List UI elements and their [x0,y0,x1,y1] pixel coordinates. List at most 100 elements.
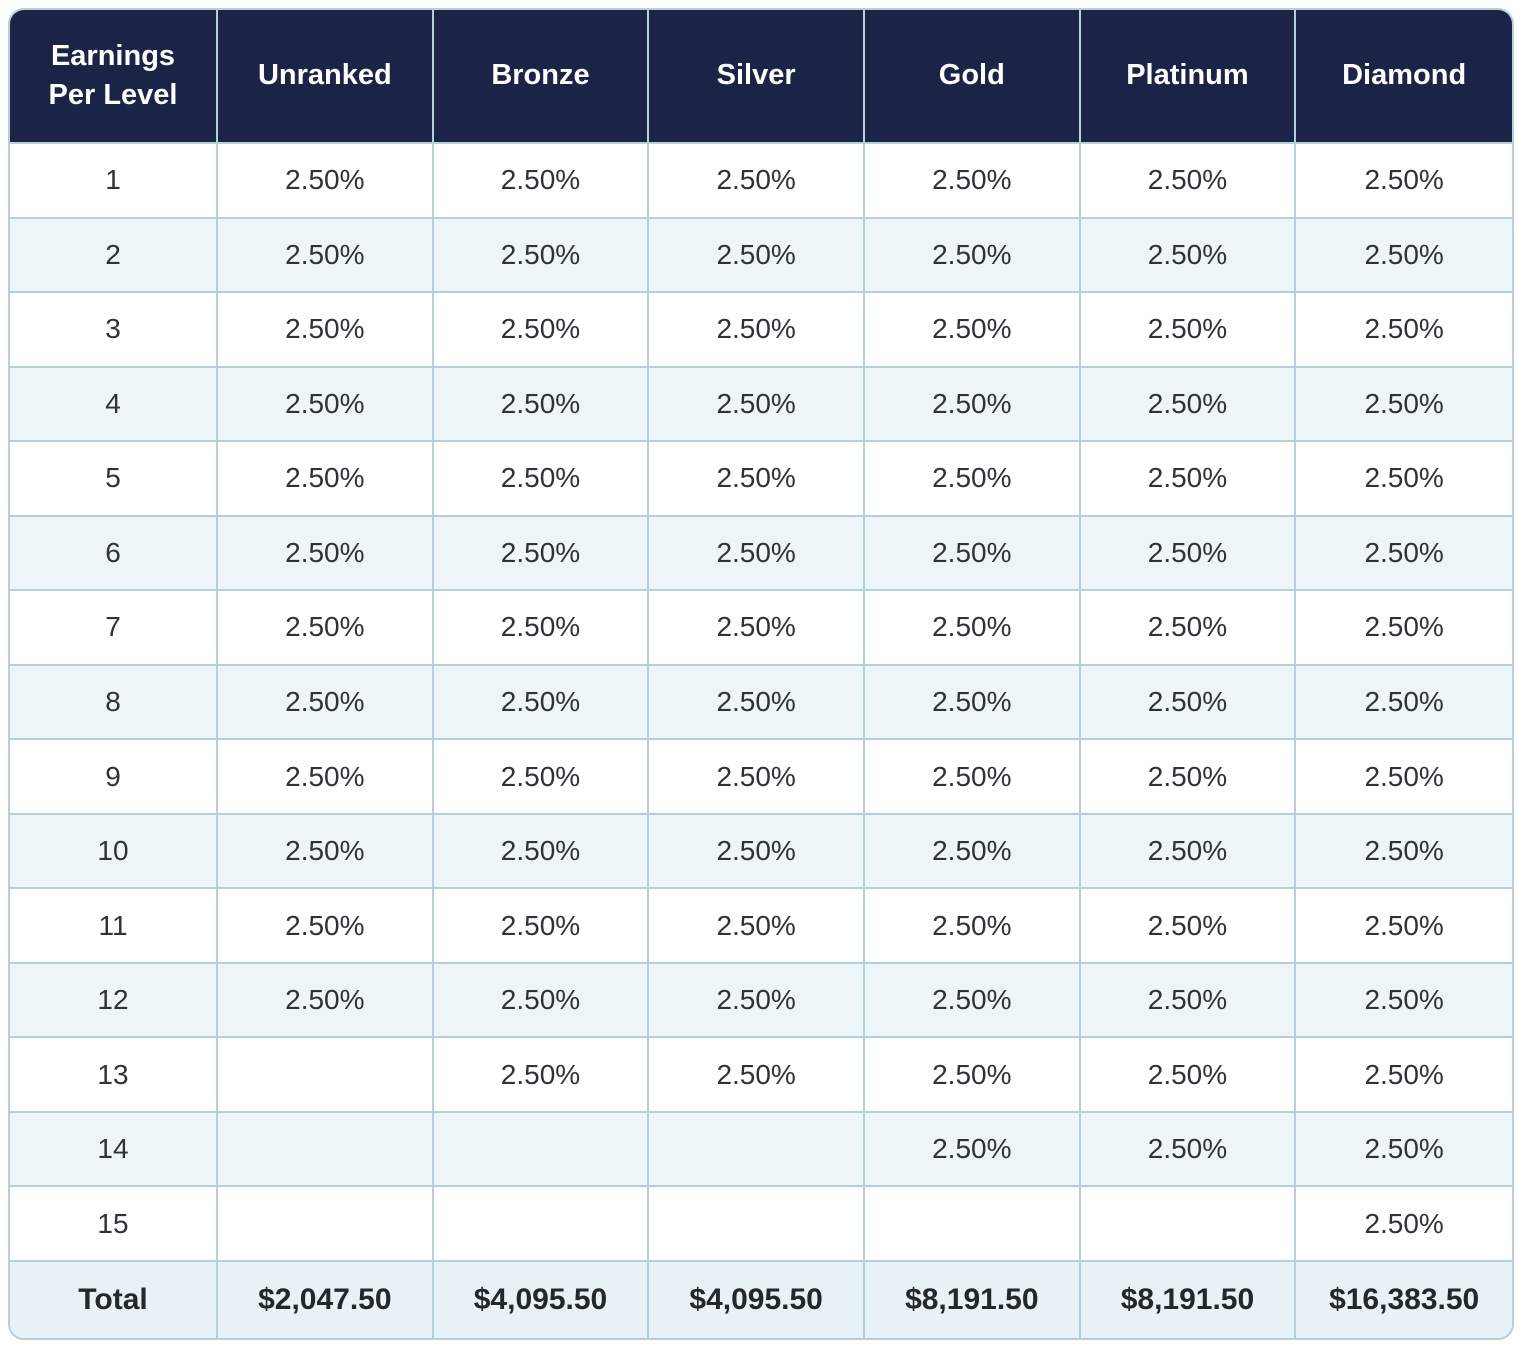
value-cell: 2.50% [433,665,650,741]
earnings-per-level-table: Earnings Per Level Unranked Bronze Silver G… [8,8,1514,1340]
table-row: 15 2.50% [10,1187,1512,1262]
value-cell: 2.50% [864,665,1081,741]
table-row: 6 2.50% 2.50% 2.50% 2.50% 2.50% 2.50% [10,516,1512,592]
value-cell: 2.50% [218,144,434,219]
level-cell: 3 [10,293,218,368]
value-cell: 2.50% [1296,665,1512,741]
value-cell: 2.50% [1080,367,1297,443]
table-row: 9 2.50% 2.50% 2.50% 2.50% 2.50% 2.50% [10,740,1512,815]
value-cell: 2.50% [1296,1112,1512,1188]
value-cell: 2.50% [1296,144,1512,219]
value-cell: 2.50% [864,367,1081,443]
total-row: Total $2,047.50 $4,095.50 $4,095.50 $8,191.… [10,1262,1512,1338]
value-cell [218,1038,434,1113]
value-cell: 2.50% [1080,591,1297,666]
value-cell: 2.50% [864,740,1081,815]
value-cell: 2.50% [433,1038,650,1113]
table-row: 5 2.50% 2.50% 2.50% 2.50% 2.50% 2.50% [10,442,1512,517]
value-cell [218,1112,434,1188]
value-cell: 2.50% [864,293,1081,368]
value-cell: 2.50% [433,591,650,666]
value-cell: 2.50% [1080,218,1297,294]
value-cell: 2.50% [433,889,650,964]
value-cell: 2.50% [433,814,650,890]
level-cell: 11 [10,889,218,964]
value-cell: 2.50% [649,963,865,1039]
value-cell: 2.50% [864,1112,1081,1188]
value-cell: 2.50% [218,516,434,592]
value-cell: 2.50% [1080,516,1297,592]
value-cell: 2.50% [864,1038,1081,1113]
value-cell: 2.50% [864,963,1081,1039]
value-cell: 2.50% [649,516,865,592]
value-cell: 2.50% [649,1038,865,1113]
total-value-cell: $8,191.50 [864,1262,1081,1338]
value-cell [1080,1187,1297,1262]
value-cell: 2.50% [1296,1038,1512,1113]
table-row: 12 2.50% 2.50% 2.50% 2.50% 2.50% 2.50% [10,963,1512,1039]
level-cell: 12 [10,963,218,1039]
value-cell: 2.50% [864,889,1081,964]
value-cell: 2.50% [1296,814,1512,890]
level-cell: 9 [10,740,218,815]
level-cell: 14 [10,1112,218,1188]
value-cell: 2.50% [649,814,865,890]
value-cell: 2.50% [218,889,434,964]
level-cell: 15 [10,1187,218,1262]
value-cell: 2.50% [433,367,650,443]
value-cell: 2.50% [649,591,865,666]
value-cell: 2.50% [1296,740,1512,815]
value-cell: 2.50% [433,144,650,219]
rank-header: Gold [864,10,1081,144]
value-cell: 2.50% [1080,1112,1297,1188]
table-row: 3 2.50% 2.50% 2.50% 2.50% 2.50% 2.50% [10,293,1512,368]
value-cell: 2.50% [1296,293,1512,368]
value-cell: 2.50% [649,442,865,517]
total-label: Total [10,1262,218,1338]
value-cell [433,1112,650,1188]
value-cell: 2.50% [1296,516,1512,592]
table-row: 11 2.50% 2.50% 2.50% 2.50% 2.50% 2.50% [10,889,1512,964]
value-cell: 2.50% [864,591,1081,666]
value-cell: 2.50% [218,367,434,443]
total-value-cell: $16,383.50 [1296,1262,1512,1338]
level-cell: 4 [10,367,218,443]
total-value-cell: $4,095.50 [649,1262,865,1338]
value-cell [433,1187,650,1262]
value-cell: 2.50% [649,144,865,219]
total-value-cell: $8,191.50 [1080,1262,1297,1338]
level-cell: 2 [10,218,218,294]
corner-header: Earnings Per Level [10,10,218,144]
value-cell: 2.50% [1080,740,1297,815]
level-cell: 10 [10,814,218,890]
rank-header: Bronze [433,10,650,144]
value-cell [649,1112,865,1188]
value-cell: 2.50% [1080,144,1297,219]
value-cell: 2.50% [218,442,434,517]
table-row: 13 2.50% 2.50% 2.50% 2.50% 2.50% [10,1038,1512,1113]
rank-header: Platinum [1080,10,1297,144]
value-cell: 2.50% [218,665,434,741]
table-row: 10 2.50% 2.50% 2.50% 2.50% 2.50% 2.50% [10,814,1512,890]
value-cell: 2.50% [649,218,865,294]
level-cell: 13 [10,1038,218,1113]
value-cell: 2.50% [218,740,434,815]
value-cell: 2.50% [1296,889,1512,964]
earnings-table: Earnings Per Level Unranked Bronze Silver G… [10,10,1512,1338]
level-cell: 1 [10,144,218,219]
level-cell: 5 [10,442,218,517]
value-cell: 2.50% [649,367,865,443]
table-row: 2 2.50% 2.50% 2.50% 2.50% 2.50% 2.50% [10,218,1512,294]
value-cell: 2.50% [218,591,434,666]
value-cell: 2.50% [649,889,865,964]
value-cell: 2.50% [218,218,434,294]
total-value-cell: $4,095.50 [433,1262,650,1338]
table-row: 4 2.50% 2.50% 2.50% 2.50% 2.50% 2.50% [10,367,1512,443]
value-cell: 2.50% [1296,591,1512,666]
value-cell: 2.50% [218,293,434,368]
value-cell: 2.50% [649,740,865,815]
value-cell: 2.50% [433,442,650,517]
value-cell [218,1187,434,1262]
table-row: 1 2.50% 2.50% 2.50% 2.50% 2.50% 2.50% [10,144,1512,219]
table-footer: Total $2,047.50 $4,095.50 $4,095.50 $8,191.… [10,1262,1512,1338]
